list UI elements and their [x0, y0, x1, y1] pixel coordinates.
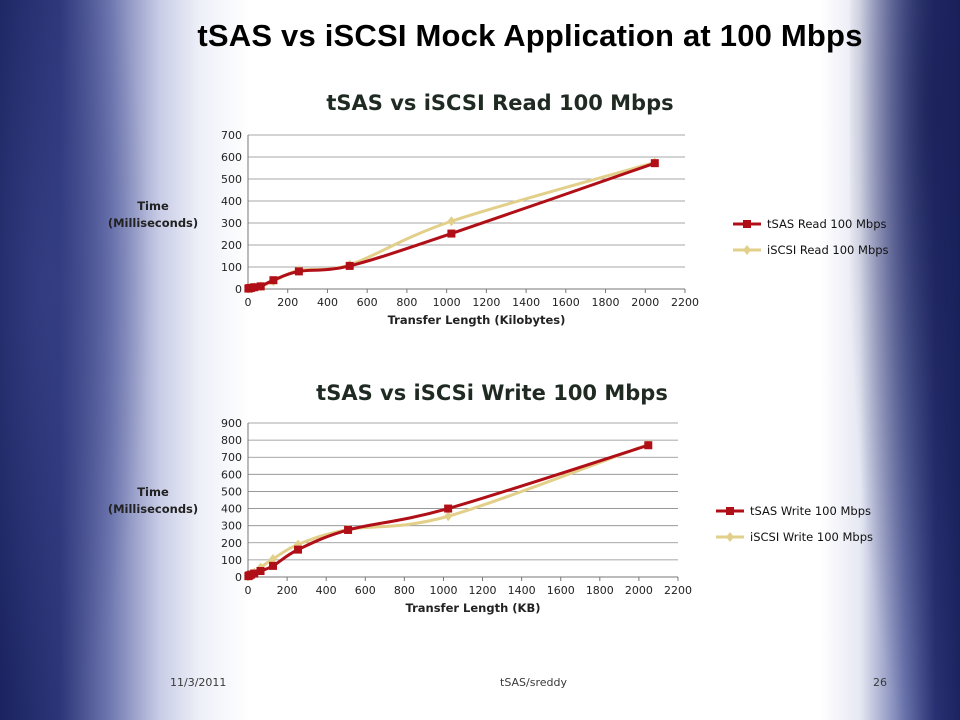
chart-title: tSAS vs iSCSI Read 100 Mbps [326, 91, 673, 115]
chart-title: tSAS vs iSCSi Write 100 Mbps [316, 381, 668, 405]
x-tick-label: 1200 [469, 584, 497, 597]
tsas-data-point [650, 159, 659, 168]
x-tick-label: 1400 [508, 584, 536, 597]
tsas-data-point [294, 267, 303, 276]
y-tick-label: 500 [221, 173, 242, 186]
x-tick-label: 2200 [664, 584, 692, 597]
iscsi-legend-marker [743, 245, 751, 255]
tsas-data-point [294, 545, 303, 554]
tsas-data-point [250, 283, 259, 292]
x-tick-label: 1000 [433, 296, 461, 309]
background-shade-right [850, 0, 960, 720]
x-tick-label: 1400 [512, 296, 540, 309]
tsas-data-point [256, 567, 265, 576]
tsas-data-point [250, 569, 259, 578]
tsas-legend-label: tSAS Read 100 Mbps [767, 217, 887, 231]
tsas-data-point [269, 561, 278, 570]
x-tick-label: 1600 [547, 584, 575, 597]
footer-date: 11/3/2011 [170, 676, 227, 689]
y-axis-label-line2: (Milliseconds) [108, 502, 198, 516]
tsas-data-point [447, 229, 456, 238]
tsas-data-point [345, 261, 354, 270]
footer-author: tSAS/sreddy [500, 676, 567, 689]
x-tick-label: 1800 [592, 296, 620, 309]
y-tick-label: 500 [221, 485, 242, 498]
x-tick-label: 2000 [631, 296, 659, 309]
iscsi-legend-label: iSCSI Write 100 Mbps [750, 530, 873, 544]
y-tick-label: 600 [221, 468, 242, 481]
x-tick-label: 2000 [625, 584, 653, 597]
y-tick-label: 300 [221, 520, 242, 533]
iscsi-legend-marker [726, 532, 734, 542]
x-tick-label: 400 [316, 584, 337, 597]
iscsi-legend-label: iSCSI Read 100 Mbps [767, 243, 889, 257]
x-tick-label: 400 [317, 296, 338, 309]
tsas-data-point [256, 282, 265, 291]
read-chart: tSAS vs iSCSI Read 100 Mbps 0 100 200 300 400… [108, 91, 889, 327]
x-tick-label: 200 [277, 584, 298, 597]
x-tick-label: 600 [355, 584, 376, 597]
y-axis-label-line1: Time [137, 199, 169, 213]
x-axis-label: Transfer Length (Kilobytes) [388, 313, 566, 327]
tsas-data-point [444, 504, 453, 513]
x-tick-label: 2200 [671, 296, 699, 309]
y-tick-label: 600 [221, 151, 242, 164]
y-tick-label: 700 [221, 451, 242, 464]
x-tick-label: 1600 [552, 296, 580, 309]
y-tick-label: 300 [221, 217, 242, 230]
iscsi-data-point [444, 511, 453, 522]
x-tick-label: 1200 [472, 296, 500, 309]
tsas-legend-marker [743, 220, 751, 228]
tsas-legend-label: tSAS Write 100 Mbps [750, 504, 871, 518]
y-tick-label: 800 [221, 434, 242, 447]
x-tick-label: 800 [394, 584, 415, 597]
x-tick-label: 0 [245, 296, 252, 309]
y-tick-label: 100 [221, 554, 242, 567]
y-tick-label: 400 [221, 503, 242, 516]
y-tick-label: 700 [221, 129, 242, 142]
x-tick-label: 600 [357, 296, 378, 309]
tsas-data-point [644, 441, 653, 450]
y-tick-label: 0 [235, 571, 242, 584]
tsas-legend-marker [726, 507, 734, 515]
y-tick-label: 100 [221, 261, 242, 274]
y-axis-label-line2: (Milliseconds) [108, 216, 198, 230]
y-axis-label-line1: Time [137, 485, 169, 499]
x-tick-label: 0 [245, 584, 252, 597]
y-tick-label: 900 [221, 417, 242, 430]
x-tick-label: 800 [396, 296, 417, 309]
tsas-data-point [344, 525, 353, 534]
x-tick-label: 1000 [429, 584, 457, 597]
x-axis-label: Transfer Length (KB) [406, 601, 541, 615]
background-shade-left [0, 0, 150, 720]
tsas-data-point [269, 276, 278, 285]
y-tick-label: 200 [221, 537, 242, 550]
x-tick-label: 200 [277, 296, 298, 309]
slide-title: tSAS vs iSCSI Mock Application at 100 Mb… [197, 18, 863, 53]
iscsi-data-point [269, 554, 278, 565]
y-tick-label: 200 [221, 239, 242, 252]
y-tick-label: 0 [235, 283, 242, 296]
iscsi-data-point [447, 216, 456, 227]
y-tick-label: 400 [221, 195, 242, 208]
x-tick-label: 1800 [586, 584, 614, 597]
page-number: 26 [873, 676, 887, 689]
